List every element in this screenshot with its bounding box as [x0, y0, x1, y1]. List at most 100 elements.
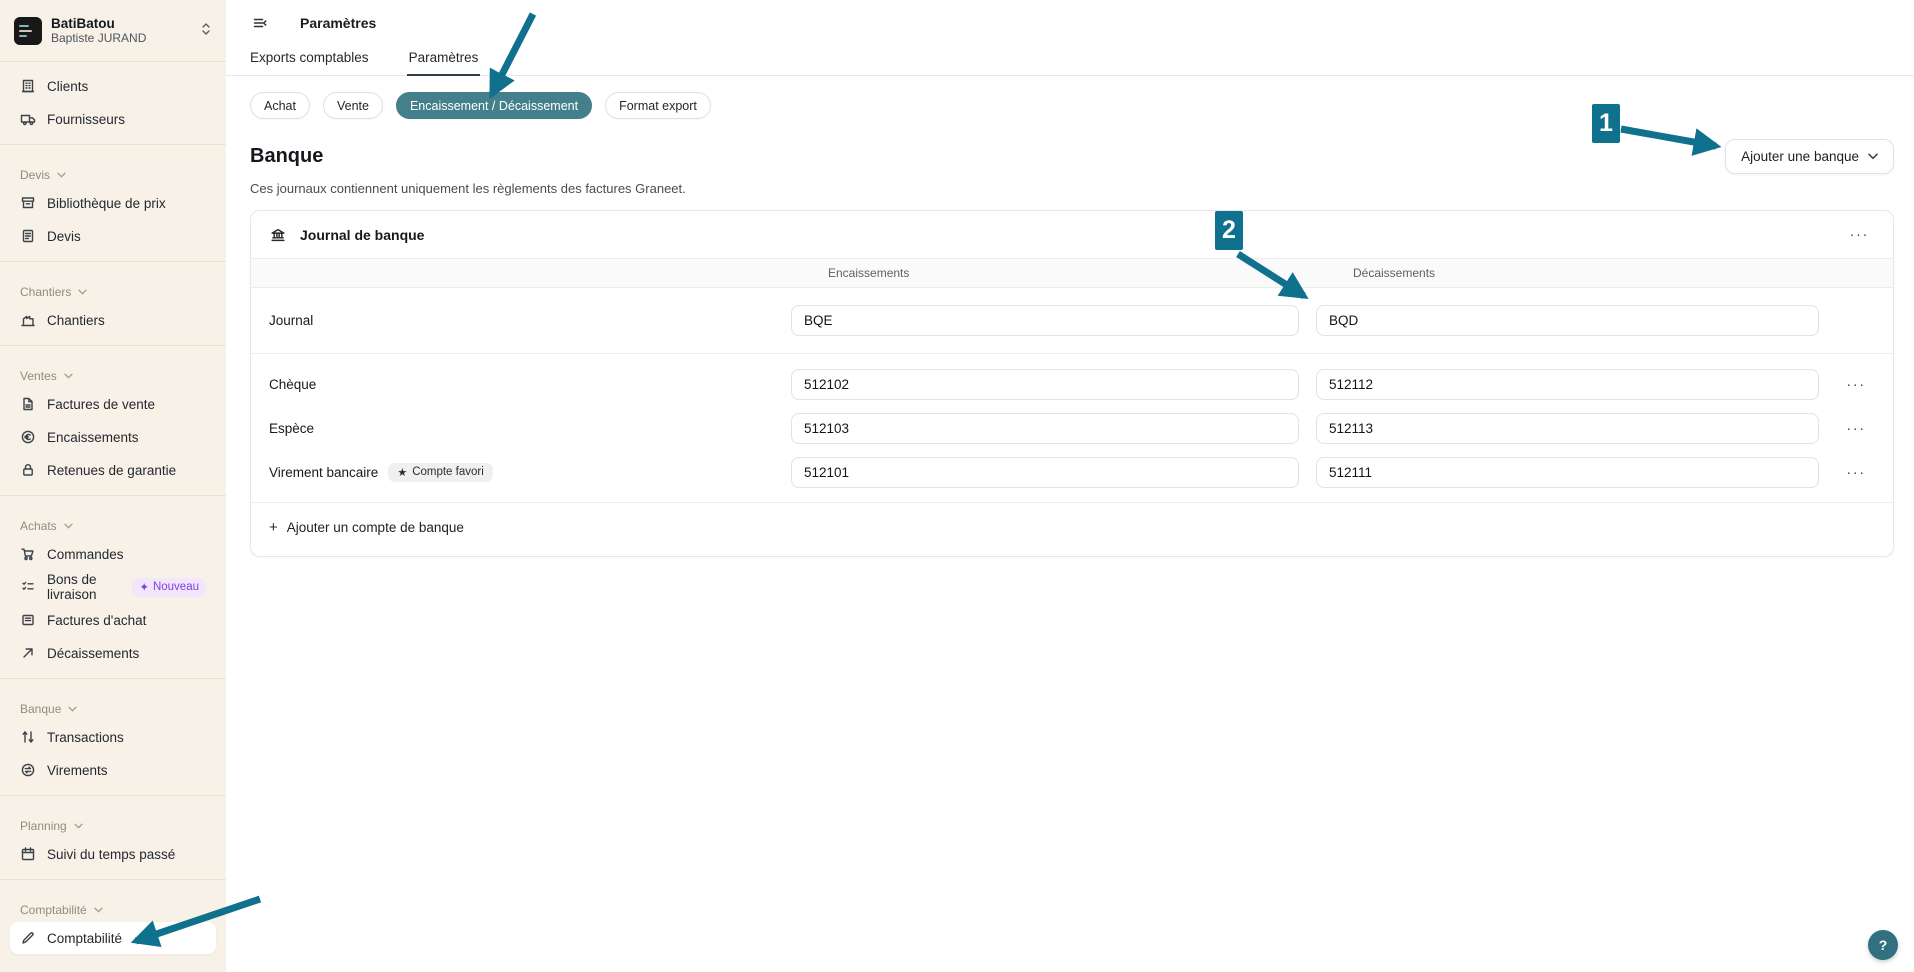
sidebar-item-label: Bibliothèque de prix [47, 195, 166, 211]
table-row-cheque: Chèque ··· [251, 362, 1893, 406]
divider [0, 61, 226, 62]
card-menu-ellipsis-icon[interactable]: ··· [1849, 226, 1869, 243]
sidebar-item-encaissements[interactable]: Encaissements [10, 421, 216, 453]
cheque-decaissement-input[interactable] [1316, 368, 1819, 400]
sidebar-item-label: Comptabilité [47, 930, 123, 946]
chevron-down-icon [57, 172, 66, 178]
chevron-up-down-icon [200, 22, 212, 41]
sidebar-item-factures-dachat[interactable]: Factures d'achat [10, 604, 216, 636]
sidebar-item-label: Décaissements [47, 645, 140, 661]
espece-encaissement-input[interactable] [791, 412, 1299, 444]
bank-icon [269, 226, 287, 244]
filter-achat[interactable]: Achat [250, 92, 310, 119]
accounts-block: Chèque ··· Espèce ··· [251, 354, 1893, 503]
sidebar-item-label: Bons de livraison [47, 572, 97, 602]
sidebar-section-banque[interactable]: Banque [10, 697, 216, 721]
table-row-journal: Journal [251, 288, 1893, 354]
sidebar-item-virements[interactable]: Virements [10, 754, 216, 786]
row-label: Journal [269, 313, 314, 328]
filter-vente[interactable]: Vente [322, 92, 383, 119]
lock-icon [20, 462, 36, 478]
filter-format-export[interactable]: Format export [605, 92, 711, 119]
table-row-virement: Virement bancaire ★Compte favori ··· [251, 450, 1893, 494]
section-subtitle: Ces journaux contiennent uniquement les … [250, 181, 686, 196]
sidebar-section-devis[interactable]: Devis [10, 163, 216, 187]
sidebar-item-comptabilite[interactable]: Comptabilité [10, 922, 216, 954]
arrows-up-down-icon [20, 729, 36, 745]
nouveau-badge: ✦ Nouveau [132, 577, 206, 597]
journal-decaissement-input[interactable] [1316, 305, 1819, 336]
sidebar-item-retenues-de-garantie[interactable]: Retenues de garantie [10, 454, 216, 486]
purchase-invoice-icon [20, 612, 36, 628]
checklist-icon [20, 579, 36, 595]
document-icon [20, 228, 36, 244]
invoice-icon [20, 396, 36, 412]
tab-parametres[interactable]: Paramètres [406, 46, 481, 76]
add-bank-button[interactable]: Ajouter une banque [1725, 139, 1894, 174]
collapse-sidebar-icon[interactable] [250, 13, 270, 33]
workspace-switcher[interactable]: BatiBatou Baptiste JURAND [10, 9, 216, 53]
favorite-account-badge: ★ Compte favori [388, 462, 493, 482]
section-heading: Banque [250, 145, 324, 167]
row-menu-ellipsis-icon[interactable]: ··· [1846, 463, 1866, 481]
cheque-encaissement-input[interactable] [791, 368, 1299, 400]
star-icon: ★ [397, 466, 408, 479]
row-menu-ellipsis-icon[interactable]: ··· [1846, 375, 1866, 393]
sidebar-section-chantiers[interactable]: Chantiers [10, 280, 216, 304]
sidebar-section-comptabilite[interactable]: Comptabilité [10, 898, 216, 922]
sidebar-item-factures-de-vente[interactable]: Factures de vente [10, 388, 216, 420]
sidebar-item-label: Factures d'achat [47, 612, 147, 628]
tab-exports-comptables[interactable]: Exports comptables [250, 50, 369, 65]
espece-decaissement-input[interactable] [1316, 412, 1819, 444]
topbar: Paramètres [226, 0, 1914, 46]
sidebar-item-decaissements[interactable]: Décaissements [10, 637, 216, 669]
divider [0, 495, 226, 496]
pencil-icon [20, 930, 36, 946]
sidebar-item-chantiers[interactable]: Chantiers [10, 304, 216, 336]
sidebar-item-transactions[interactable]: Transactions [10, 721, 216, 753]
help-button[interactable]: ? [1868, 930, 1898, 960]
euro-circle-icon [20, 429, 36, 445]
divider [0, 678, 226, 679]
virement-encaissement-input[interactable] [791, 456, 1299, 488]
column-encaissements: Encaissements [828, 266, 910, 280]
chevron-down-icon [64, 523, 73, 529]
sidebar-section-label: Ventes [20, 369, 57, 383]
transfer-icon [20, 762, 36, 778]
row-menu-ellipsis-icon[interactable]: ··· [1846, 419, 1866, 437]
row-label: Espèce [269, 420, 315, 436]
sidebar-item-label: Devis [47, 228, 81, 244]
divider [0, 144, 226, 145]
add-bank-account-button[interactable]: + Ajouter un compte de banque [269, 519, 464, 536]
sidebar-section-planning[interactable]: Planning [10, 814, 216, 838]
virement-decaissement-input[interactable] [1316, 456, 1819, 488]
sidebar-section-label: Planning [20, 819, 67, 833]
chevron-down-icon [68, 706, 78, 712]
row-label: Chèque [269, 376, 317, 392]
journal-encaissement-input[interactable] [791, 305, 1299, 336]
sidebar-item-commandes[interactable]: Commandes [10, 538, 216, 570]
page-title: Paramètres [300, 15, 377, 31]
plus-icon: + [269, 519, 278, 536]
calendar-icon [20, 846, 36, 862]
sidebar-item-bons-de-livraison[interactable]: Bons de livraison ✦ Nouveau [10, 571, 216, 603]
sidebar-item-label: Chantiers [47, 312, 105, 328]
sidebar-item-suivi-du-temps[interactable]: Suivi du temps passé [10, 838, 216, 870]
chevron-down-icon [74, 823, 83, 829]
sidebar-item-clients[interactable]: Clients [10, 70, 216, 102]
sidebar-item-devis[interactable]: Devis [10, 220, 216, 252]
sidebar-item-fournisseurs[interactable]: Fournisseurs [10, 103, 216, 135]
sidebar-section-achats[interactable]: Achats [10, 514, 216, 538]
filter-encaissement-decaissement[interactable]: Encaissement / Décaissement [395, 92, 593, 119]
sidebar-section-ventes[interactable]: Ventes [10, 364, 216, 388]
sidebar-item-bibliotheque-de-prix[interactable]: Bibliothèque de prix [10, 187, 216, 219]
sidebar-item-label: Suivi du temps passé [47, 846, 176, 862]
sidebar-section-label: Devis [20, 168, 51, 182]
truck-icon [20, 111, 36, 127]
sidebar-item-label: Clients [47, 78, 89, 94]
sidebar-section-label: Achats [20, 519, 57, 533]
workspace-logo [14, 17, 42, 45]
sidebar-section-label: Chantiers [20, 285, 72, 299]
row-label: Virement bancaire ★ Compte favori [251, 462, 791, 482]
divider [0, 261, 226, 262]
